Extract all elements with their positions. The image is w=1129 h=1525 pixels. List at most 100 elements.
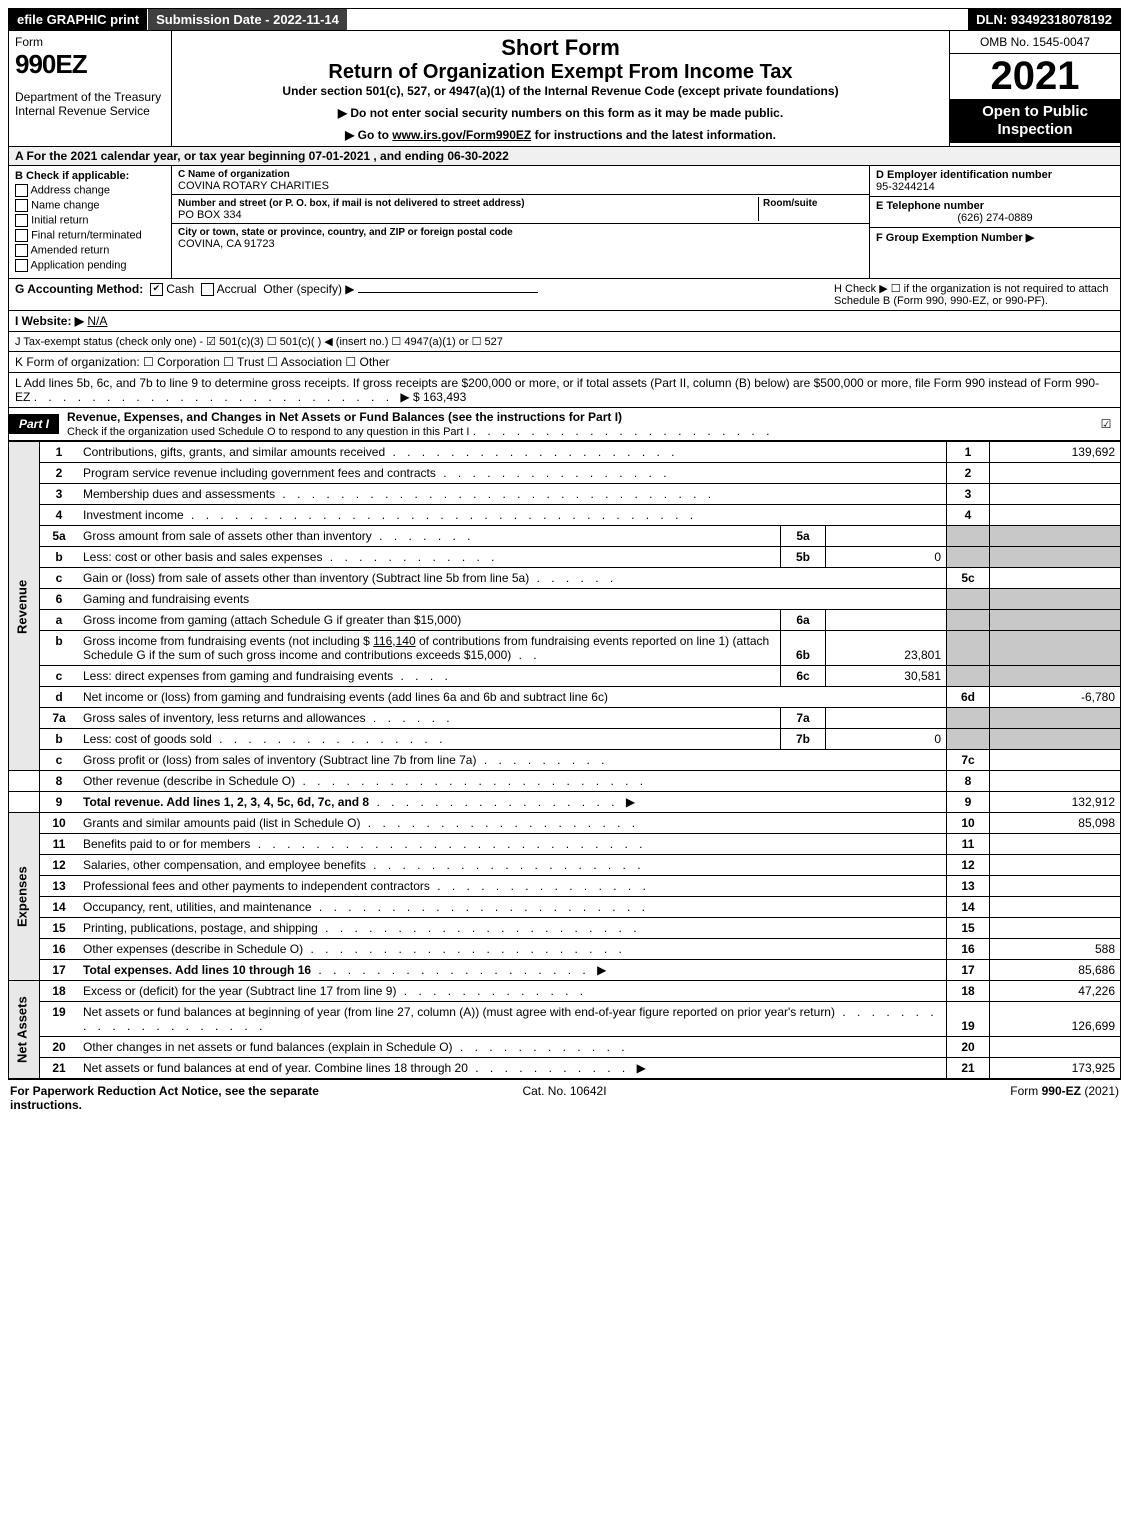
col-b-label: B Check if applicable:: [15, 170, 165, 182]
form-label: Form: [15, 35, 165, 49]
line-6c: c Less: direct expenses from gaming and …: [9, 666, 1121, 687]
row-l: L Add lines 5b, 6c, and 7b to line 9 to …: [8, 373, 1121, 408]
chk-name-change[interactable]: Name change: [15, 199, 165, 212]
line-14: 14 Occupancy, rent, utilities, and maint…: [9, 897, 1121, 918]
l13-desc: Professional fees and other payments to …: [83, 879, 430, 893]
line-6b: b Gross income from fundraising events (…: [9, 631, 1121, 666]
dept-label: Department of the Treasury Internal Reve…: [15, 90, 165, 118]
l13-cnum: 13: [947, 876, 990, 897]
org-name-row: C Name of organization COVINA ROTARY CHA…: [172, 166, 869, 195]
l18-num: 18: [40, 981, 79, 1002]
l6-cval: [990, 589, 1121, 610]
line-7a: 7a Gross sales of inventory, less return…: [9, 708, 1121, 729]
chk-address-change[interactable]: Address change: [15, 184, 165, 197]
chk-cash[interactable]: ✔: [150, 283, 163, 296]
l4-cnum: 4: [947, 505, 990, 526]
l5a-desc: Gross amount from sale of assets other t…: [83, 529, 372, 543]
other-input[interactable]: [358, 292, 538, 293]
l2-cnum: 2: [947, 463, 990, 484]
l11-cnum: 11: [947, 834, 990, 855]
l11-num: 11: [40, 834, 79, 855]
part1-checkbox[interactable]: ☑: [1092, 415, 1120, 433]
l5a-ib: 5a: [781, 526, 826, 547]
l4-num: 4: [40, 505, 79, 526]
line-7b: b Less: cost of goods sold . . . . . . .…: [9, 729, 1121, 750]
line-1: Revenue 1 Contributions, gifts, grants, …: [9, 442, 1121, 463]
l6a-num: a: [40, 610, 79, 631]
l10-val: 85,098: [990, 813, 1121, 834]
footer-right-post: (2021): [1081, 1084, 1119, 1098]
l21-cnum: 21: [947, 1058, 990, 1079]
website-label: I Website: ▶: [15, 314, 84, 328]
l5a-num: 5a: [40, 526, 79, 547]
l6a-ib: 6a: [781, 610, 826, 631]
l6c-cval: [990, 666, 1121, 687]
l6a-cnum: [947, 610, 990, 631]
row-h: H Check ▶ ☐ if the organization is not r…: [834, 282, 1114, 307]
l6d-val: -6,780: [990, 687, 1121, 708]
chk-application-pending[interactable]: Application pending: [15, 259, 165, 272]
l15-val: [990, 918, 1121, 939]
line-6d: d Net income or (loss) from gaming and f…: [9, 687, 1121, 708]
l6b-ib: 6b: [781, 631, 826, 666]
l7a-num: 7a: [40, 708, 79, 729]
org-city-label: City or town, state or province, country…: [178, 227, 513, 238]
line-9: 9 Total revenue. Add lines 1, 2, 3, 4, 5…: [9, 792, 1121, 813]
l6c-cnum: [947, 666, 990, 687]
l20-desc: Other changes in net assets or fund bala…: [83, 1040, 453, 1054]
l6-cnum: [947, 589, 990, 610]
l6-desc: Gaming and fundraising events: [78, 589, 947, 610]
l16-desc: Other expenses (describe in Schedule O): [83, 942, 303, 956]
l1-num: 1: [40, 442, 79, 463]
ein-label: D Employer identification number: [876, 169, 1052, 181]
l6a-iv: [826, 610, 947, 631]
l19-desc: Net assets or fund balances at beginning…: [83, 1005, 835, 1019]
phone-label: E Telephone number: [876, 200, 984, 212]
block-ghij: G Accounting Method: ✔ Cash Accrual Othe…: [8, 279, 1121, 352]
l6a-cval: [990, 610, 1121, 631]
org-addr-row: Number and street (or P. O. box, if mail…: [172, 195, 869, 224]
footer-mid: Cat. No. 10642I: [380, 1084, 750, 1112]
l3-num: 3: [40, 484, 79, 505]
l7c-cnum: 7c: [947, 750, 990, 771]
l10-cnum: 10: [947, 813, 990, 834]
part1-sub: Check if the organization used Schedule …: [67, 426, 469, 438]
header-center: Short Form Return of Organization Exempt…: [172, 31, 949, 146]
line-4: 4 Investment income . . . . . . . . . . …: [9, 505, 1121, 526]
l19-val: 126,699: [990, 1002, 1121, 1037]
l2-val: [990, 463, 1121, 484]
l6d-desc: Net income or (loss) from gaming and fun…: [83, 690, 608, 704]
l9-arrow: ▶: [626, 795, 635, 809]
l12-num: 12: [40, 855, 79, 876]
l18-cnum: 18: [947, 981, 990, 1002]
row-l-dots: . . . . . . . . . . . . . . . . . . . . …: [34, 390, 401, 404]
irs-link[interactable]: www.irs.gov/Form990EZ: [392, 128, 531, 142]
line-10: Expenses 10 Grants and similar amounts p…: [9, 813, 1121, 834]
l7b-cnum: [947, 729, 990, 750]
l7a-iv: [826, 708, 947, 729]
chk-accrual[interactable]: [201, 283, 214, 296]
l5c-num: c: [40, 568, 79, 589]
l20-num: 20: [40, 1037, 79, 1058]
col-def: D Employer identification number 95-3244…: [869, 166, 1120, 278]
chk-final-return[interactable]: Final return/terminated: [15, 229, 165, 242]
l14-desc: Occupancy, rent, utilities, and maintena…: [83, 900, 312, 914]
l5b-iv: 0: [826, 547, 947, 568]
l13-val: [990, 876, 1121, 897]
title-short-form: Short Form: [178, 35, 943, 61]
l5b-ib: 5b: [781, 547, 826, 568]
l9-val: 132,912: [990, 792, 1121, 813]
chk-address-change-label: Address change: [30, 184, 110, 196]
l6a-desc: Gross income from gaming (attach Schedul…: [83, 613, 461, 627]
chk-amended-return[interactable]: Amended return: [15, 244, 165, 257]
line-20: 20 Other changes in net assets or fund b…: [9, 1037, 1121, 1058]
line-15: 15 Printing, publications, postage, and …: [9, 918, 1121, 939]
chk-initial-return[interactable]: Initial return: [15, 214, 165, 227]
line-16: 16 Other expenses (describe in Schedule …: [9, 939, 1121, 960]
col-c: C Name of organization COVINA ROTARY CHA…: [172, 166, 869, 278]
org-room-label: Room/suite: [763, 198, 817, 209]
l7b-cval: [990, 729, 1121, 750]
l17-val: 85,686: [990, 960, 1121, 981]
l1-desc: Contributions, gifts, grants, and simila…: [83, 445, 385, 459]
chk-application-pending-label: Application pending: [30, 259, 126, 271]
